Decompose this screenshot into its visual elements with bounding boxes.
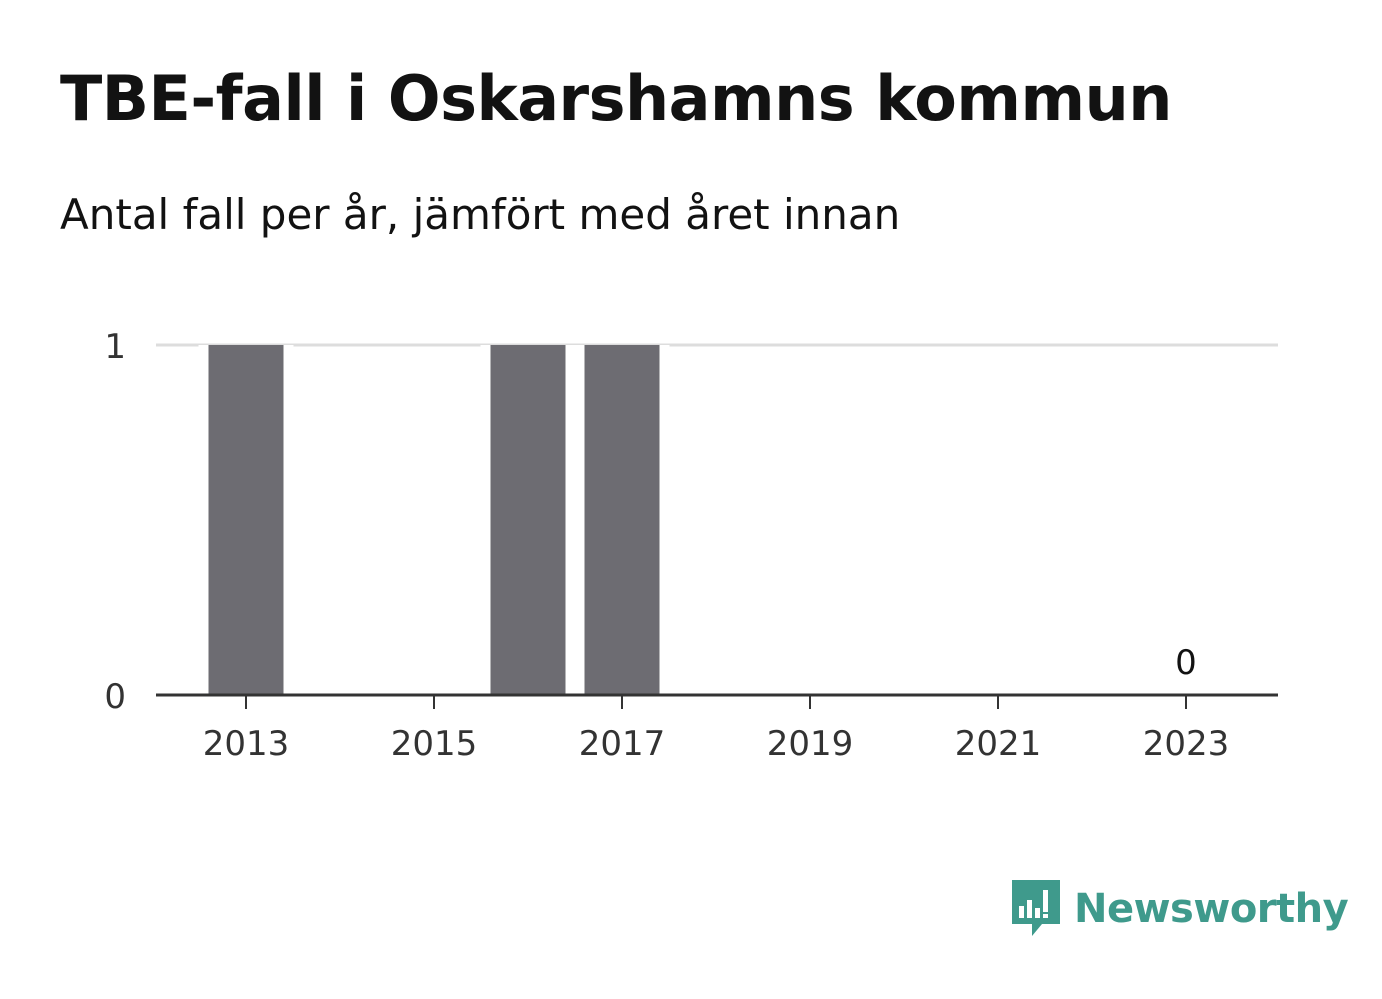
bar-2016 [490,345,566,695]
y-tick-label: 1 [104,327,126,367]
x-tick-label: 2013 [203,724,290,764]
data-label: 0 [1175,643,1197,683]
x-tick-label: 2023 [1143,724,1230,764]
x-tick-label: 2017 [579,724,666,764]
bar-2017 [584,345,660,695]
brand-name: Newsworthy [1074,886,1349,932]
x-tick-label: 2015 [391,724,478,764]
chart-title: TBE-fall i Oskarshamns kommun [60,62,1172,135]
chart-subtitle: Antal fall per år, jämfört med året inna… [60,190,901,239]
x-tick-label: 2021 [955,724,1042,764]
newsworthy-logo: Newsworthy [1010,878,1349,940]
newsworthy-logo-icon [1012,880,1060,936]
x-tick-label: 2019 [767,724,854,764]
y-tick-label: 0 [104,677,126,717]
bar-2013 [208,345,284,695]
